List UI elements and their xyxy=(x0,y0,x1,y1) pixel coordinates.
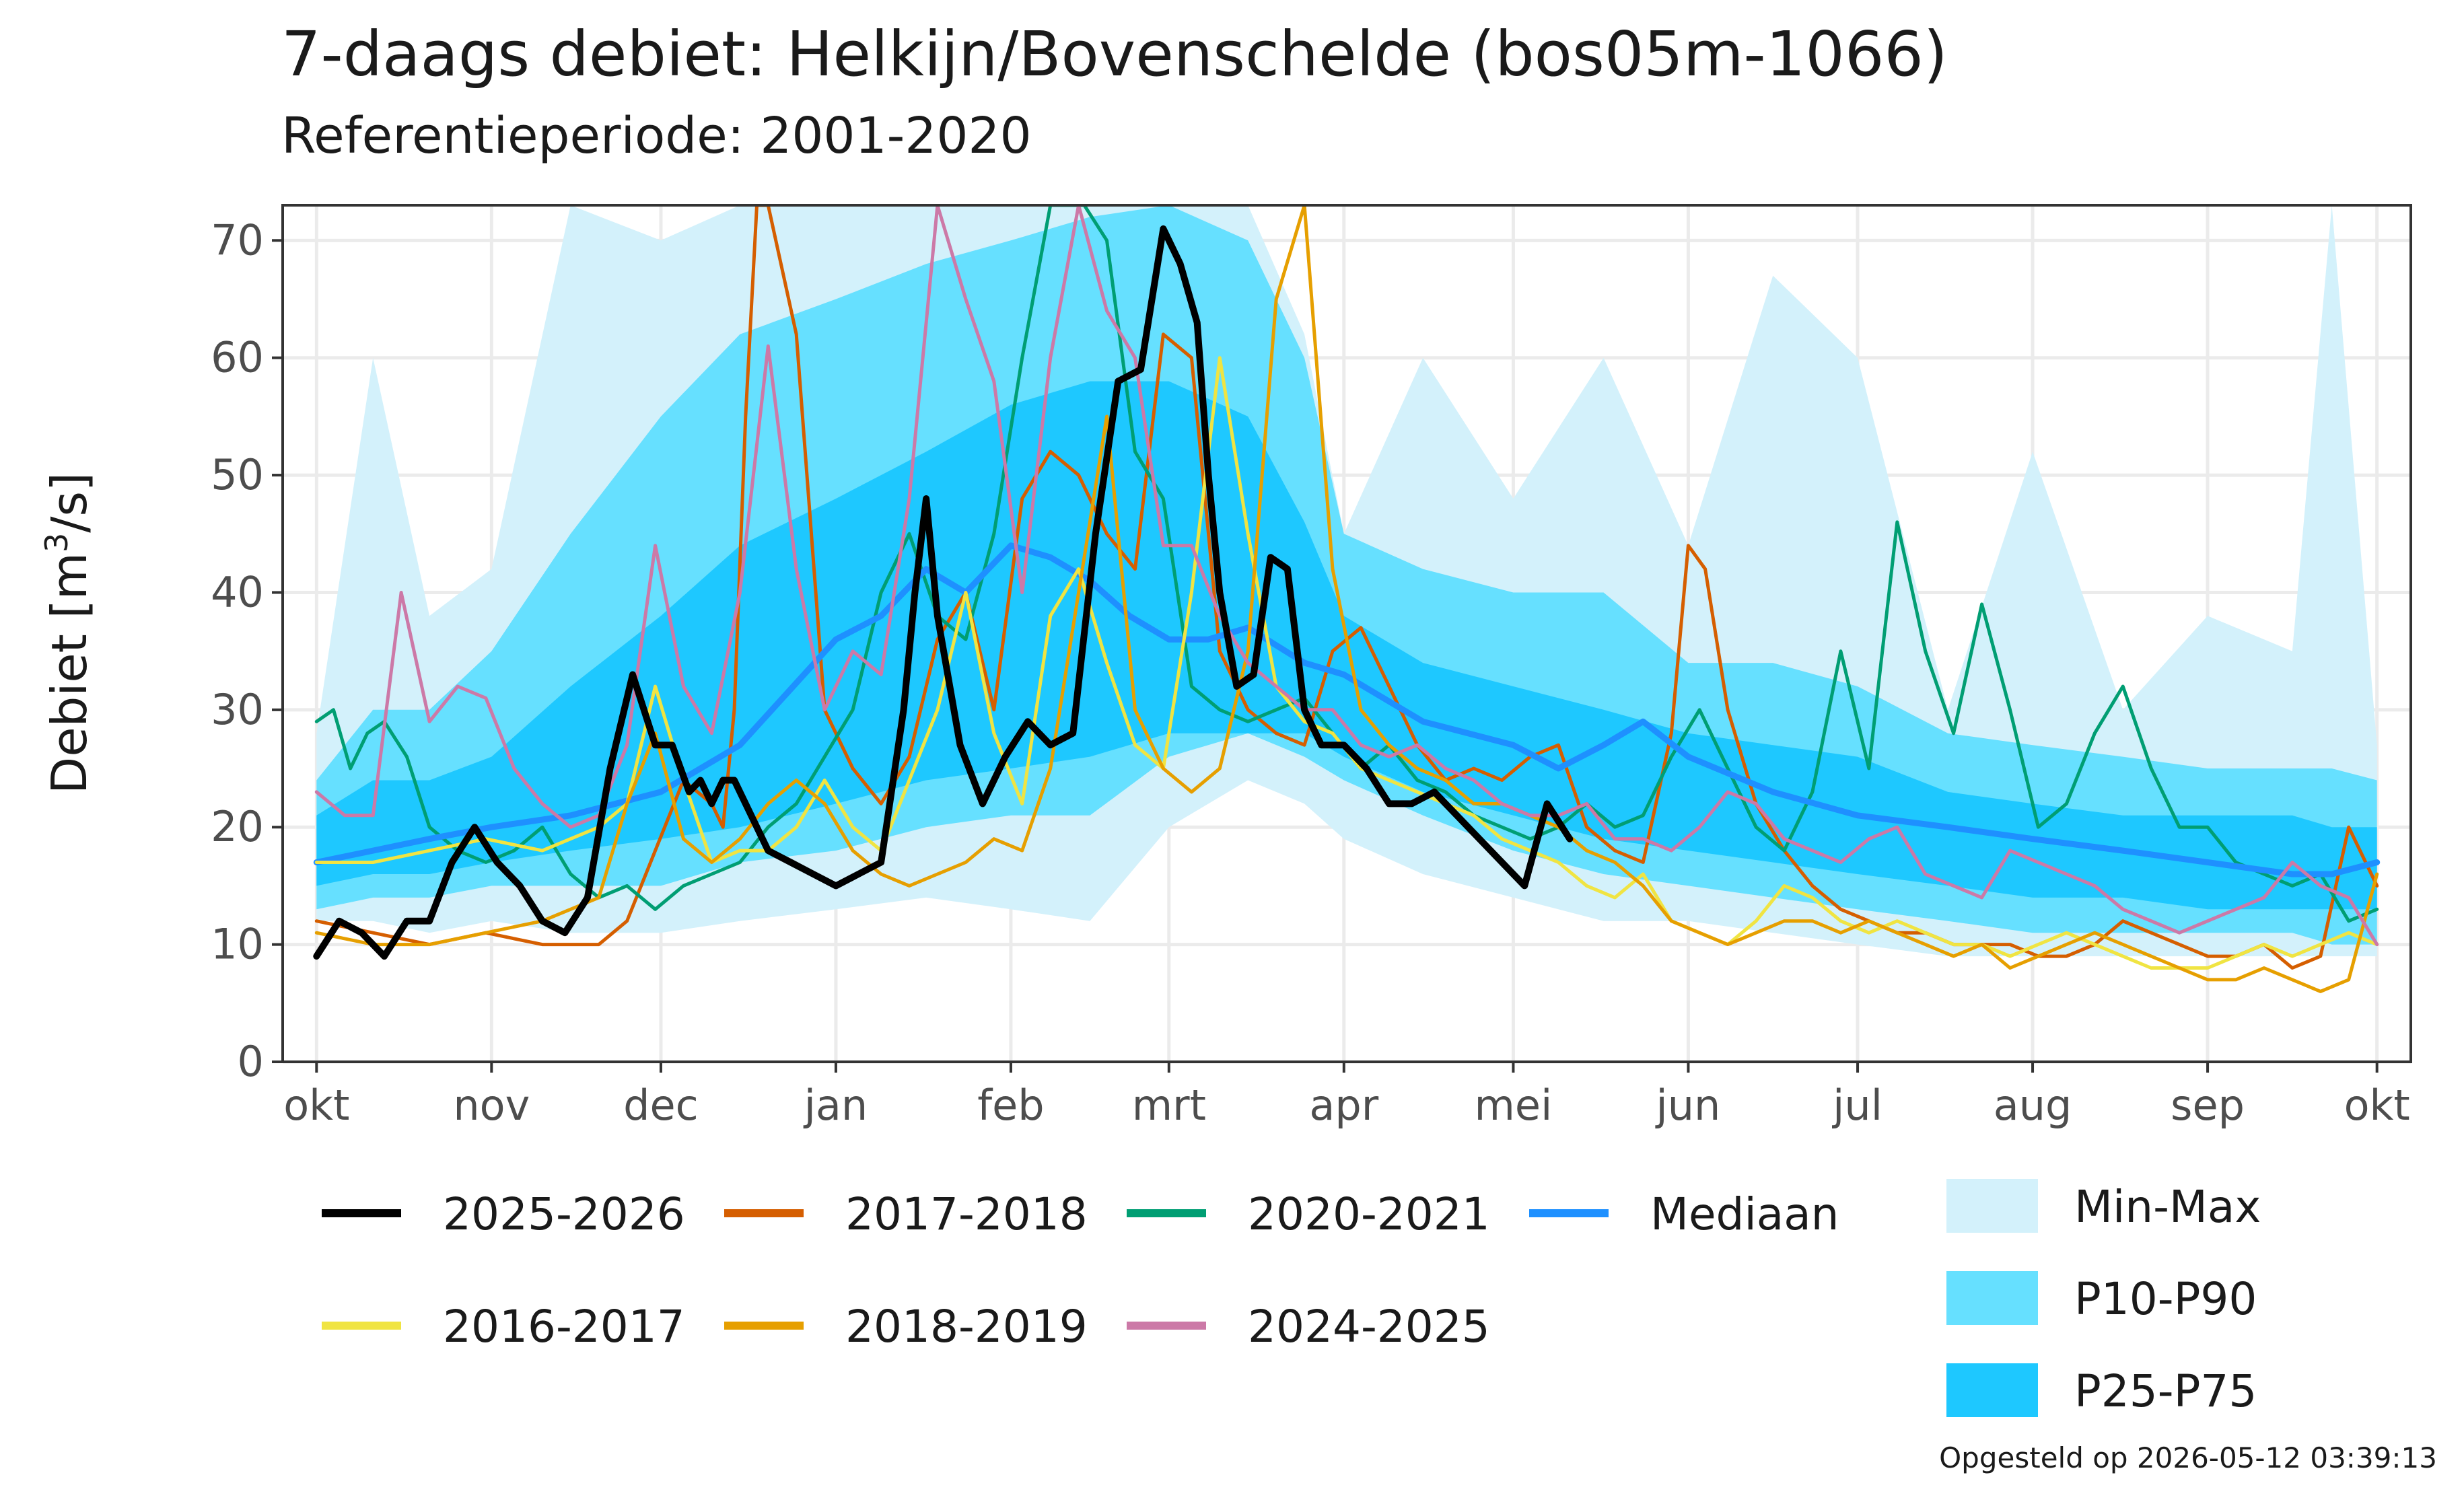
chart-subtitle: Referentieperiode: 2001-2020 xyxy=(281,107,1032,165)
y-tick-label-50: 50 xyxy=(211,450,264,499)
x-tick-label-7: mei xyxy=(1475,1081,1553,1130)
legend-label-2025-2026: 2025-2026 xyxy=(443,1188,685,1240)
legend-label-P25-P75: P25-P75 xyxy=(2074,1365,2257,1417)
x-tick-label-6: apr xyxy=(1309,1081,1378,1130)
series-line-Mediaan xyxy=(313,542,2381,877)
legend-label-2018-2019: 2018-2019 xyxy=(845,1301,1088,1353)
y-tick-label-30: 30 xyxy=(211,685,264,734)
legend-label-Mediaan: Mediaan xyxy=(1650,1188,1839,1240)
y-axis-label-sup: 3 xyxy=(38,533,75,552)
series-line-2018-2019 xyxy=(314,205,2379,993)
x-tick-label-1: nov xyxy=(453,1081,530,1130)
y-tick-label-10: 10 xyxy=(211,920,264,969)
legend-label-Min-Max: Min-Max xyxy=(2074,1181,2261,1233)
y-tick-label-60: 60 xyxy=(211,333,264,382)
legend-label-2024-2025: 2024-2025 xyxy=(1248,1301,1490,1353)
x-tick-label-10: aug xyxy=(1994,1081,2072,1130)
created-timestamp: Opgesteld op 2026-05-12 03:39:13 xyxy=(1939,1441,2437,1474)
series-line-2025-2026 xyxy=(313,225,1574,960)
legend-label-2017-2018: 2017-2018 xyxy=(845,1188,1088,1240)
y-axis-label: Debiet [m3/s] xyxy=(38,472,98,794)
x-tick-label-12: okt xyxy=(2344,1081,2410,1130)
y-tick-label-70: 70 xyxy=(211,215,264,264)
y-axis-label-end: /s] xyxy=(41,472,98,533)
y-axis-label-main: Debiet [m xyxy=(41,552,98,794)
series-lines xyxy=(313,205,2381,993)
chart-title: 7-daags debiet: Helkijn/Bovenschelde (bo… xyxy=(281,18,1948,90)
plot-border xyxy=(281,204,2412,1063)
legend: 2025-2026 2017-2018 2020-2021 Mediaan 2016-2… xyxy=(322,1179,2261,1417)
y-tick-label-40: 40 xyxy=(211,567,264,616)
legend-label-P10-P90: P10-P90 xyxy=(2074,1273,2257,1325)
x-tick-label-5: mrt xyxy=(1132,1081,1206,1130)
x-tick-label-3: jan xyxy=(803,1081,868,1130)
x-tick-label-9: jul xyxy=(1831,1081,1882,1130)
series-line-2016-2017 xyxy=(314,356,2379,970)
x-tick-label-4: feb xyxy=(977,1081,1044,1130)
legend-swatch-Min-Max xyxy=(1946,1179,2038,1233)
x-tick-label-0: okt xyxy=(283,1081,349,1130)
series-line-2024-2025 xyxy=(314,205,2379,947)
y-tick-label-0: 0 xyxy=(238,1037,264,1086)
legend-swatch-P10-P90 xyxy=(1946,1271,2038,1325)
legend-swatch-P25-P75 xyxy=(1946,1363,2038,1417)
x-axis-ticks: okt nov dec jan feb mrt apr mei jun jul aug sep okt xyxy=(283,1062,2410,1130)
y-tick-label-20: 20 xyxy=(211,802,264,851)
legend-label-2016-2017: 2016-2017 xyxy=(443,1301,685,1353)
x-tick-label-11: sep xyxy=(2171,1081,2245,1130)
x-tick-label-8: jun xyxy=(1655,1081,1721,1130)
y-axis-ticks: 0 10 20 30 40 50 60 70 xyxy=(211,215,283,1086)
x-tick-label-2: dec xyxy=(623,1081,699,1130)
legend-label-2020-2021: 2020-2021 xyxy=(1248,1188,1490,1240)
